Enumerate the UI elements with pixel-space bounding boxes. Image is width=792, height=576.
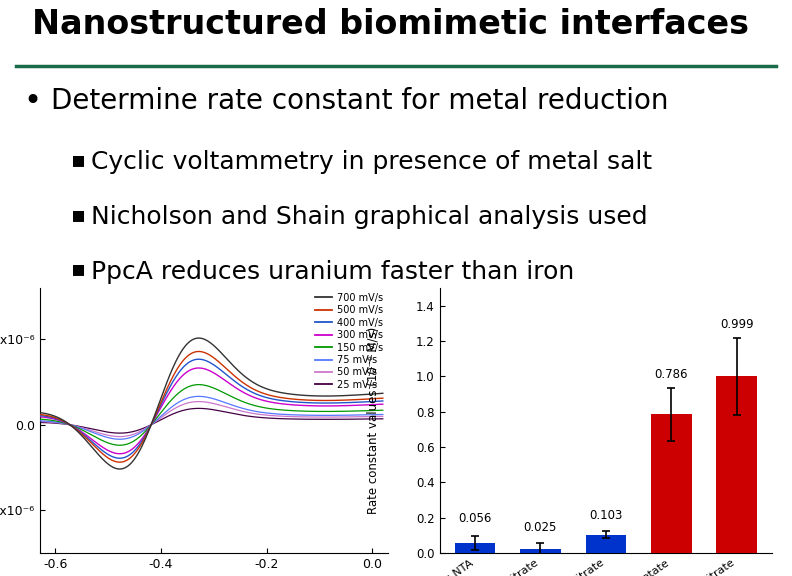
Bar <box>455 543 495 553</box>
Text: 0.025: 0.025 <box>524 521 557 535</box>
Text: ▪: ▪ <box>71 260 86 279</box>
Text: PpcA reduces uranium faster than iron: PpcA reduces uranium faster than iron <box>91 260 574 283</box>
Text: •: • <box>24 86 42 116</box>
Text: Cyclic voltammetry in presence of metal salt: Cyclic voltammetry in presence of metal … <box>91 150 652 174</box>
Text: 0.056: 0.056 <box>459 513 492 525</box>
Legend: 700 mV/s, 500 mV/s, 400 mV/s, 300 mV/s, 150 mV/s, 75 mV/s, 50 mV/s, 25 mV/s: 700 mV/s, 500 mV/s, 400 mV/s, 300 mV/s, … <box>314 293 383 390</box>
Text: ▪: ▪ <box>71 150 86 170</box>
Text: ▪: ▪ <box>71 205 86 225</box>
Text: Nicholson and Shain graphical analysis used: Nicholson and Shain graphical analysis u… <box>91 205 648 229</box>
Bar <box>651 414 691 553</box>
Bar <box>717 377 757 553</box>
Bar <box>585 535 626 553</box>
Text: 0.999: 0.999 <box>720 317 754 331</box>
Text: 0.786: 0.786 <box>654 367 688 381</box>
Y-axis label: Rate constant values (10⁻⁶ M/s): Rate constant values (10⁻⁶ M/s) <box>367 327 379 514</box>
Text: Determine rate constant for metal reduction: Determine rate constant for metal reduct… <box>51 86 669 115</box>
Text: 0.103: 0.103 <box>589 509 623 522</box>
Bar <box>520 548 561 553</box>
Text: Nanostructured biomimetic interfaces: Nanostructured biomimetic interfaces <box>32 7 748 41</box>
